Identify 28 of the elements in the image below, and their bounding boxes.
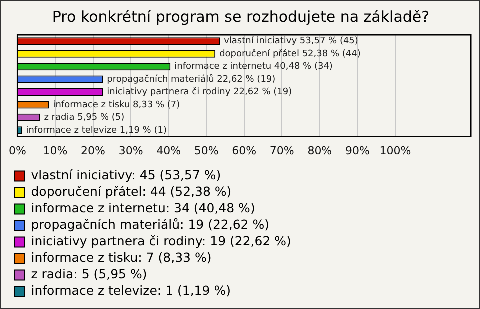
data-label: z radia 5,95 % (5) — [44, 113, 125, 124]
legend-label: z radia: 5 (5,95 %) — [31, 266, 148, 282]
legend-label: informace z tisku: 7 (8,33 %) — [31, 250, 212, 265]
legend-label: informace z televize: 1 (1,19 %) — [31, 283, 231, 298]
legend-label: informace z internetu: 34 (40,48 %) — [31, 200, 256, 216]
x-tick-label: 60% — [232, 144, 257, 158]
x-tick-label: 30% — [118, 144, 144, 158]
x-tick-label: 20% — [81, 144, 106, 158]
data-label: informace z tisku 8,33 % (7) — [53, 100, 180, 110]
data-label: propagačních materiálů 22,62 % (19) — [107, 74, 276, 85]
legend-label: doporučení přátel: 44 (52,38 %) — [31, 184, 232, 199]
x-tick-label: 70% — [270, 144, 294, 158]
chart-title: Pro konkrétní program se rozhodujete na základě? — [52, 8, 430, 26]
data-label: vlastní iniciativy 53,57 % (45) — [224, 36, 358, 47]
x-tick-label: 80% — [308, 144, 332, 158]
x-tick-label: 40% — [156, 144, 182, 158]
legend-label: propagačních materiálů: 19 (22,62 %) — [31, 217, 270, 232]
legend-label: vlastní iniciativy: 45 (53,57 %) — [31, 168, 222, 182]
x-tick-label: 50% — [194, 144, 219, 158]
legend-label: iniciativy partnera či rodiny: 19 (22,62 %) — [31, 234, 292, 248]
x-tick-label: 90% — [345, 144, 370, 158]
data-label: informace z televize 1,19 % (1) — [26, 126, 167, 136]
x-tick-label: 0% — [9, 144, 26, 158]
data-label: doporučení přátel 52,38 % (44) — [220, 48, 361, 60]
data-label: iniciativy partnera či rodiny 22,62 % (19) — [107, 86, 292, 98]
x-tick-label: 10% — [43, 144, 68, 158]
x-tick-label: 100% — [380, 144, 412, 158]
data-label: informace z internetu 40,48 % (34) — [174, 62, 333, 72]
